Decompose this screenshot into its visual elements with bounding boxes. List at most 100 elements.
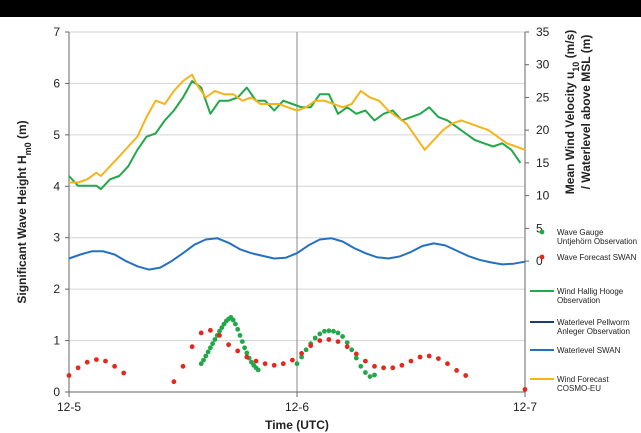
series-point-0	[312, 335, 318, 341]
series-point-0	[349, 347, 355, 353]
series-point-0	[372, 372, 377, 378]
legend-marker-1	[539, 254, 545, 260]
series-line-4	[68, 237, 526, 271]
series-point-1	[75, 365, 81, 371]
left-tick-label: 4	[53, 179, 60, 193]
series-point-0	[294, 361, 300, 367]
series-point-1	[121, 370, 127, 376]
left-tick-label: 7	[53, 25, 60, 39]
right-tick-label: 10	[536, 189, 550, 203]
right-tick-label: 0	[536, 254, 543, 268]
series-point-1	[522, 387, 528, 392]
series-point-0	[303, 347, 309, 353]
series-point-0	[219, 325, 225, 331]
series-point-0	[317, 331, 323, 337]
legend-label-3: Anleger Observation	[557, 327, 630, 336]
series-point-1	[372, 363, 377, 369]
series-point-0	[340, 334, 345, 339]
series-point-1	[390, 365, 396, 371]
series-point-1	[445, 361, 450, 367]
series-point-0	[203, 353, 209, 359]
series-point-0	[363, 370, 368, 375]
series-point-0	[255, 367, 261, 373]
series-point-1	[280, 361, 286, 367]
series-point-1	[353, 351, 359, 357]
series-point-0	[331, 328, 336, 334]
series-point-1	[463, 373, 469, 378]
legend-label-1: Wave Forecast SWAN	[557, 253, 637, 262]
series-point-0	[242, 345, 248, 351]
x-axis-ticks: 12-5 12-6 12-7	[57, 392, 537, 414]
series-point-1	[262, 361, 268, 367]
right-tick-label: 35	[536, 25, 550, 39]
legend-label-5: COSMO-EU	[557, 384, 601, 393]
series-point-1	[180, 363, 186, 369]
series-point-0	[344, 340, 350, 345]
series-point-0	[244, 350, 250, 356]
left-tick-label: 1	[53, 334, 60, 348]
series-point-1	[226, 342, 232, 348]
series-point-1	[363, 358, 368, 364]
series-point-0	[235, 326, 241, 332]
series-point-1	[426, 353, 432, 359]
top-black-bar	[0, 0, 641, 17]
right-tick-label: 25	[536, 90, 550, 104]
left-tick-label: 3	[53, 231, 60, 245]
legend-label-0: Untjehörn Observation	[557, 237, 637, 246]
gridlines	[69, 31, 525, 393]
series-point-0	[299, 354, 304, 360]
series-point-1	[103, 358, 108, 364]
series-point-0	[198, 361, 204, 367]
series-point-1	[208, 327, 213, 333]
series-point-1	[381, 365, 386, 371]
series-point-1	[317, 338, 323, 343]
right-axis-title-line1: Mean Wind Velocity u10 (m/s)	[563, 30, 581, 195]
series-point-1	[235, 348, 241, 354]
series-point-1	[84, 359, 90, 365]
left-axis-title: Significant Wave Height Hm0 (m)	[15, 120, 33, 303]
series-point-1	[112, 363, 117, 369]
series-point-1	[335, 339, 341, 344]
series-point-1	[66, 373, 72, 378]
x-tick-label: 12-5	[57, 400, 81, 414]
legend-marker-0	[539, 229, 545, 235]
series-point-1	[290, 357, 295, 363]
right-tick-label: 20	[536, 123, 550, 137]
legend-label-5: Wind Forecast	[557, 375, 609, 384]
series-point-1	[399, 362, 405, 368]
right-axis-title-line2: / Waterlevel above MSL (m)	[579, 35, 593, 190]
left-axis-ticks: 0 1 2 3 4 5 6 7	[53, 25, 69, 399]
series-point-0	[208, 345, 213, 351]
series-point-0	[335, 330, 341, 336]
series-point-1	[417, 354, 423, 360]
series-point-0	[367, 374, 373, 379]
series-point-1	[271, 362, 277, 368]
x-axis-title: Time (UTC)	[265, 418, 329, 432]
series-point-0	[230, 317, 236, 323]
series-point-0	[212, 337, 218, 342]
series-point-0	[233, 321, 238, 327]
x-tick-label: 12-6	[285, 400, 309, 414]
legend-label-3: Waterlevel Pellworm	[557, 318, 630, 327]
series-point-1	[454, 368, 459, 373]
right-tick-label: 15	[536, 156, 550, 170]
legend-label-0: Wave Gauge	[557, 228, 604, 237]
series-point-0	[201, 357, 206, 363]
series-layer	[66, 73, 528, 392]
right-tick-label: 5	[536, 221, 543, 235]
series-point-1	[198, 330, 204, 336]
series-point-1	[253, 358, 259, 364]
legend-label-2: Observation	[557, 296, 600, 305]
series-point-1	[244, 354, 250, 360]
series-point-0	[353, 355, 359, 361]
left-tick-label: 6	[53, 76, 60, 90]
series-point-1	[171, 379, 177, 385]
series-point-0	[205, 349, 211, 355]
series-point-0	[239, 339, 245, 344]
series-point-1	[344, 344, 350, 350]
left-tick-label: 2	[53, 282, 60, 296]
series-line-5	[69, 73, 526, 184]
left-tick-label: 0	[53, 385, 60, 399]
series-point-0	[322, 328, 327, 334]
